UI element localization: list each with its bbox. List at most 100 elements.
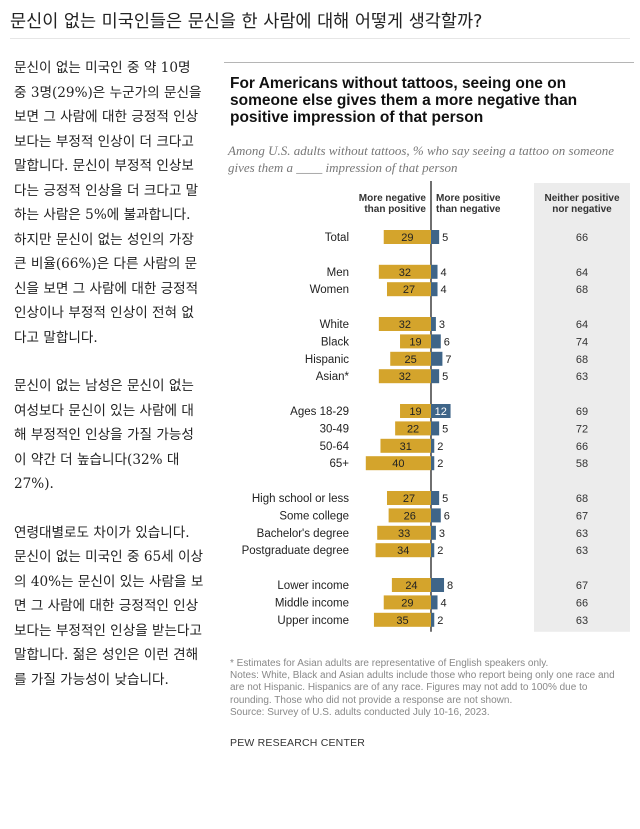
note-race: Notes: White, Black and Asian adults inc… <box>230 670 615 706</box>
value-negative-middle-income: 29 <box>401 597 413 609</box>
row-label-middle-income: Middle income <box>275 597 349 609</box>
value-negative-postgraduate-degree: 34 <box>397 545 409 557</box>
neither-column-shade <box>534 183 630 632</box>
value-neither-asian: 63 <box>576 371 588 383</box>
bar-negative-lower-income <box>391 578 431 592</box>
bar-positive-bachelor-s-degree <box>431 525 436 540</box>
bar-negative-65 <box>365 456 431 471</box>
header-positive-line-2: than negative <box>436 204 501 215</box>
value-neither-high-school-or-less: 68 <box>576 493 588 505</box>
value-positive-total: 5 <box>442 232 448 244</box>
value-positive-lower-income: 8 <box>447 580 453 592</box>
header-negative-line-1: More negative <box>359 193 427 204</box>
row-label-women: Women <box>310 284 349 296</box>
bar-positive-total <box>431 230 440 244</box>
header-neither-line-2: nor negative <box>552 204 612 215</box>
value-positive-bachelor-s-degree: 3 <box>439 528 445 540</box>
bar-positive-postgraduate-degree <box>431 543 435 558</box>
row-label-black: Black <box>321 336 349 348</box>
bar-positive-middle-income <box>431 595 438 610</box>
header-negative-line-2: than positive <box>364 204 426 215</box>
value-positive-women: 4 <box>441 284 447 296</box>
value-positive-upper-income: 2 <box>437 615 443 627</box>
value-negative-50-64: 31 <box>400 441 412 453</box>
bar-negative-high-school-or-less <box>386 491 431 505</box>
article-paragraph-2: 문신이 없는 남성은 문신이 없는 여성보다 문신이 있는 사람에 대해 부정적… <box>14 378 194 492</box>
value-negative-hispanic: 25 <box>405 354 417 366</box>
value-neither-bachelor-s-degree: 63 <box>576 528 588 540</box>
value-positive-high-school-or-less: 5 <box>442 493 448 505</box>
value-negative-high-school-or-less: 27 <box>403 493 415 505</box>
row-label-postgraduate-degree: Postgraduate degree <box>242 545 349 557</box>
bar-positive-ages-18-29 <box>431 404 451 418</box>
bar-negative-black <box>400 334 431 349</box>
value-negative-women: 27 <box>403 284 415 296</box>
value-positive-asian: 5 <box>442 371 448 383</box>
row-label-bachelor-s-degree: Bachelor's degree <box>257 528 349 540</box>
value-negative-black: 19 <box>409 336 421 348</box>
bar-negative-50-64 <box>380 438 431 453</box>
value-neither-upper-income: 63 <box>576 615 588 627</box>
bar-negative-30-49 <box>395 421 431 436</box>
value-positive-white: 3 <box>439 319 445 331</box>
bar-positive-some-college <box>431 508 441 523</box>
value-neither-50-64: 66 <box>576 441 588 453</box>
value-neither-ages-18-29: 69 <box>576 406 588 418</box>
value-neither-lower-income: 67 <box>576 580 588 592</box>
bar-positive-white <box>431 317 436 331</box>
value-neither-women: 68 <box>576 284 588 296</box>
bar-negative-middle-income <box>383 595 431 610</box>
value-negative-65: 40 <box>392 458 404 470</box>
row-label-men: Men <box>327 267 349 279</box>
row-label-asian: Asian* <box>316 371 350 383</box>
value-neither-hispanic: 68 <box>576 354 588 366</box>
bar-negative-white <box>378 317 431 331</box>
value-neither-black: 74 <box>576 336 588 348</box>
bar-positive-30-49 <box>431 421 440 436</box>
row-label-ages-18-29: Ages 18-29 <box>290 406 349 418</box>
row-label-upper-income: Upper income <box>277 615 349 627</box>
figure: For Americans without tattoos, seeing on… <box>224 62 634 763</box>
value-negative-30-49: 22 <box>407 423 419 435</box>
value-negative-white: 32 <box>399 319 411 331</box>
value-neither-total: 66 <box>576 232 588 244</box>
bar-negative-total <box>383 230 431 244</box>
value-positive-50-64: 2 <box>437 441 443 453</box>
article-paragraph-3: 연령대별로도 차이가 있습니다. 문신이 없는 미국인 중 65세 이상의 40… <box>14 524 204 688</box>
value-negative-some-college: 26 <box>404 510 416 522</box>
bar-positive-black <box>431 334 441 349</box>
note-source: Source: Survey of U.S. adults conducted … <box>230 706 490 718</box>
value-positive-30-49: 5 <box>442 423 448 435</box>
bar-negative-postgraduate-degree <box>375 543 431 558</box>
row-label-50-64: 50-64 <box>320 441 350 453</box>
row-label-white: White <box>320 319 349 331</box>
row-label-30-49: 30-49 <box>320 423 349 435</box>
value-negative-asian: 32 <box>399 371 411 383</box>
bar-negative-bachelor-s-degree <box>377 525 431 540</box>
bar-positive-women <box>431 282 438 297</box>
row-label-hispanic: Hispanic <box>305 354 349 366</box>
value-neither-30-49: 72 <box>576 423 588 435</box>
bar-positive-high-school-or-less <box>431 491 440 505</box>
value-positive-ages-18-29: 12 <box>435 406 447 418</box>
value-positive-black: 6 <box>444 336 450 348</box>
value-negative-upper-income: 35 <box>396 615 408 627</box>
bar-negative-hispanic <box>390 351 431 366</box>
header-positive-line-1: More positive <box>436 193 501 204</box>
value-negative-bachelor-s-degree: 33 <box>398 528 410 540</box>
header-neither-line-1: Neither positive <box>544 193 619 204</box>
bar-negative-ages-18-29 <box>400 404 431 418</box>
article-text: 문신이 없는 미국인 중 약 10명 중 3명(29%)은 누군가의 문신을 보… <box>14 56 206 716</box>
bar-positive-65 <box>431 456 435 471</box>
row-label-some-college: Some college <box>279 510 349 522</box>
value-neither-postgraduate-degree: 63 <box>576 545 588 557</box>
value-positive-some-college: 6 <box>444 510 450 522</box>
row-label-high-school-or-less: High school or less <box>252 493 349 505</box>
bar-positive-asian <box>431 369 440 384</box>
bar-negative-women <box>386 282 431 297</box>
figure-notes: * Estimates for Asian adults are represe… <box>230 658 630 719</box>
value-negative-men: 32 <box>399 267 411 279</box>
figure-subtitle: Among U.S. adults without tattoos, % who… <box>228 143 615 175</box>
value-negative-lower-income: 24 <box>405 580 417 592</box>
